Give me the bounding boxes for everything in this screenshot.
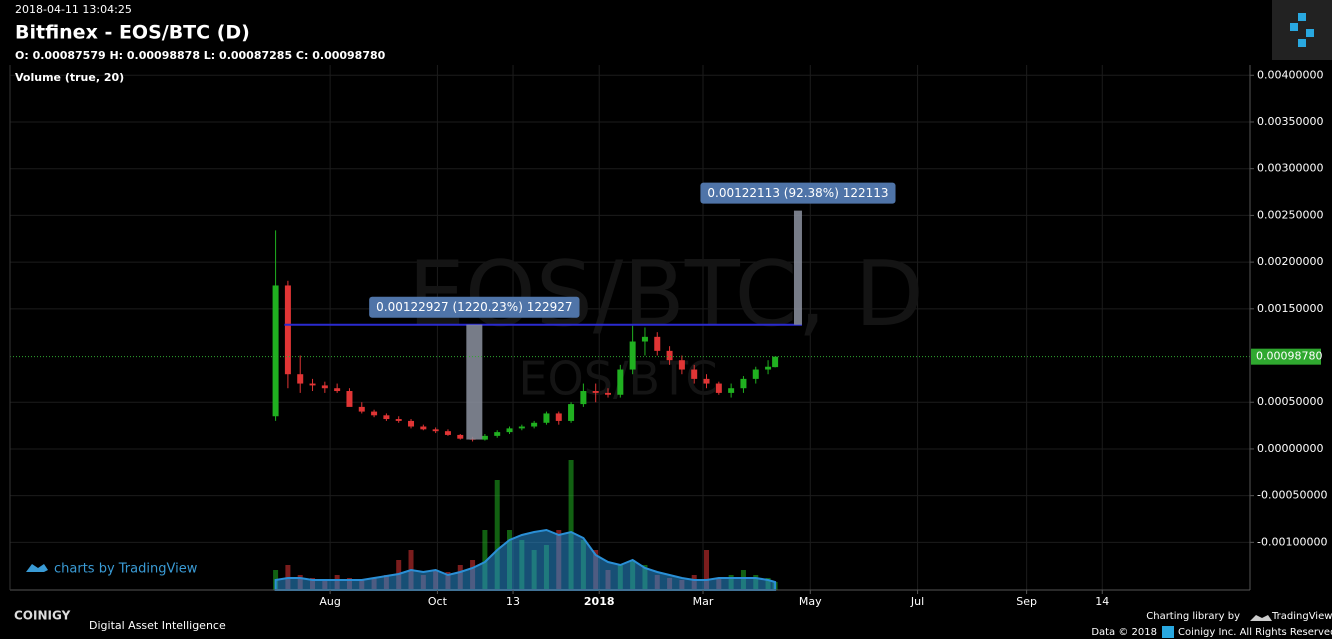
tv-badge[interactable]: charts by TradingView (54, 562, 198, 577)
candle-body (592, 391, 599, 393)
candle-body (728, 388, 735, 393)
candle-body (432, 429, 439, 432)
volume-bar (494, 480, 500, 590)
candle-body (752, 369, 759, 379)
data-copy: Data © 2018 (1091, 627, 1157, 638)
plot: 0.00122927 (1220.23%) 122927 0.00122113 (… (10, 182, 1250, 591)
tv-icon (26, 564, 48, 572)
candle-body (383, 415, 390, 420)
x-tick-label: Aug (319, 595, 340, 608)
x-tick-label: Mar (693, 595, 714, 608)
timestamp: 2018-04-11 13:04:25 (15, 3, 132, 16)
x-tick-label: May (799, 595, 822, 608)
y-tick-label: 0.00050000 (1257, 395, 1323, 408)
last-price-label: 0.00098780 (1256, 350, 1322, 363)
candle-body (444, 431, 451, 435)
measure-label-box (369, 296, 580, 318)
title: Bitfinex - EOS/BTC (D) (15, 22, 250, 44)
tagline: Digital Asset Intelligence (89, 619, 226, 632)
candle-body (703, 378, 710, 384)
candle-body (297, 374, 304, 384)
candle-body (531, 422, 538, 427)
measure-label: 0.00122113 (92.38%) 122113 (707, 186, 888, 200)
candle-body (272, 285, 279, 417)
candle-body (765, 366, 772, 370)
volume-bar (704, 550, 710, 590)
candle-body (654, 336, 661, 351)
x-tick-label: 14 (1095, 595, 1109, 608)
candle-body (772, 356, 779, 368)
candle-body (395, 419, 402, 421)
y-tick-label: -0.00050000 (1257, 489, 1327, 502)
candle-body (321, 385, 328, 389)
candle-body (506, 428, 513, 433)
y-tick-label: 0.00400000 (1257, 68, 1323, 81)
volume-bar (568, 460, 574, 590)
y-tick-label: 0.00350000 (1257, 115, 1323, 128)
candle-body (715, 383, 722, 393)
ohlc: O: 0.00087579 H: 0.00098878 L: 0.0008728… (15, 49, 386, 62)
candle-body (408, 420, 415, 427)
logo (1272, 0, 1332, 60)
grid (10, 65, 1250, 590)
candle-body (678, 360, 685, 370)
x-tick-label: 13 (506, 595, 520, 608)
candle-body (518, 426, 525, 429)
candle-body (334, 388, 341, 392)
candle-body (666, 350, 673, 361)
y-tick-label: 0.00150000 (1257, 302, 1323, 315)
tv-name: TradingView (1271, 611, 1332, 622)
candle-body (629, 341, 636, 370)
y-tick-label: 0.00250000 (1257, 208, 1323, 221)
measure-bar (793, 210, 802, 325)
measure-bar (466, 324, 483, 440)
candle-body (457, 434, 464, 439)
coinigy-icon (1162, 626, 1174, 638)
volume-label: Volume (true, 20) (15, 71, 124, 84)
candle-body (740, 378, 747, 389)
measure-label: 0.00122927 (1220.23%) 122927 (376, 300, 572, 314)
candle-body (346, 391, 353, 407)
volume-bar (482, 530, 488, 590)
x-tick-label: Sep (1016, 595, 1037, 608)
candle-body (555, 413, 562, 421)
candle-body (580, 391, 587, 405)
tv-logo (1250, 615, 1272, 621)
x-tick-label: Jul (910, 595, 924, 608)
measure-label-box (700, 182, 896, 204)
candle-body (691, 369, 698, 379)
candle-body (481, 435, 488, 440)
candle-body (605, 392, 612, 395)
last-price-box (1251, 348, 1321, 365)
brand: COINIGY (14, 609, 71, 623)
x-tick-label: Oct (428, 595, 448, 608)
y-tick-label: -0.00100000 (1257, 535, 1327, 548)
candle-body (617, 369, 624, 395)
x-tick-label: 2018 (584, 595, 615, 608)
candle-body (543, 413, 550, 423)
y-tick-label: 0.00300000 (1257, 162, 1323, 175)
candle-body (641, 336, 648, 342)
candle-body (494, 432, 501, 436)
candle-body (371, 411, 378, 416)
charting-by: Charting library by (1146, 611, 1240, 622)
rights: Coinigy Inc. All Rights Reserved. (1178, 627, 1332, 638)
candle-body (309, 383, 316, 386)
candle-body (420, 426, 427, 430)
watermark: EOS/BTC, D (408, 242, 924, 347)
candle-body (358, 406, 365, 412)
y-tick-label: 0.00000000 (1257, 442, 1323, 455)
volume-ma-area (274, 528, 777, 591)
y-tick-label: 0.00200000 (1257, 255, 1323, 268)
candle-body (284, 285, 291, 375)
candle-body (568, 404, 575, 421)
